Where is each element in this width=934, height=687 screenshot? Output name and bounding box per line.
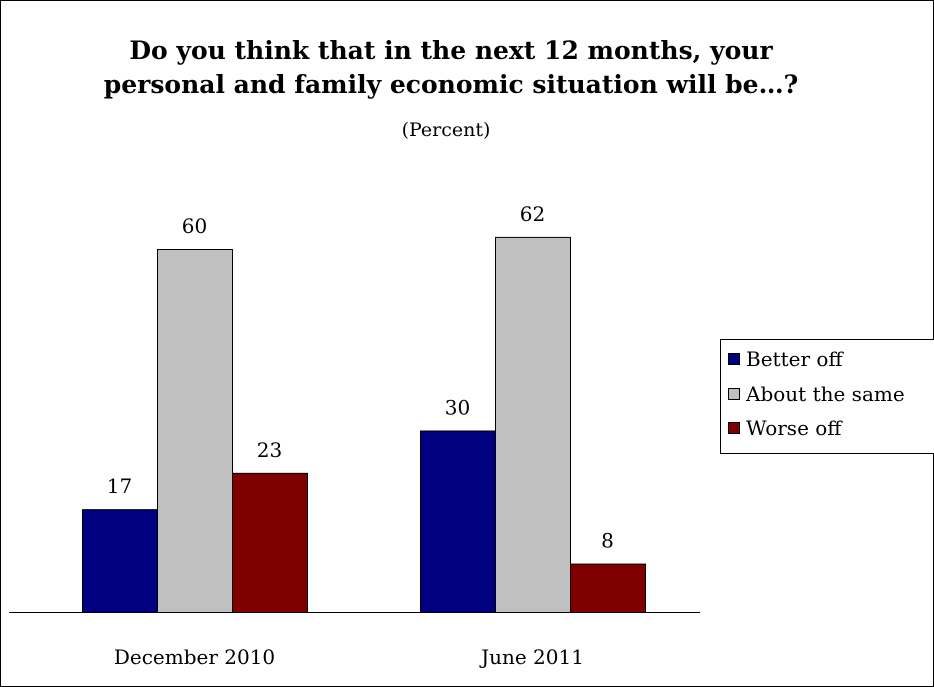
bar-about-the-same-december-2010 (157, 249, 233, 613)
category-label-june-2011: June 2011 (479, 645, 584, 669)
data-label-about-the-same-december-2010: 60 (182, 214, 207, 238)
legend-label-about-the-same: About the same (746, 382, 905, 406)
legend-swatch-about-the-same (728, 388, 740, 400)
data-label-better-off-june-2011: 30 (445, 396, 470, 420)
legend-label-better-off: Better off (746, 347, 843, 371)
chart-title: Do you think that in the next 12 months,… (61, 34, 841, 102)
data-label-worse-off-june-2011: 8 (601, 529, 614, 553)
bar-better-off-december-2010 (82, 509, 158, 613)
legend-swatch-better-off (728, 353, 740, 365)
legend-item-better-off: Better off (728, 344, 843, 374)
legend-swatch-worse-off (728, 422, 740, 434)
category-label-december-2010: December 2010 (114, 645, 275, 669)
chart-title-line-1: Do you think that in the next 12 months,… (129, 36, 773, 65)
bar-better-off-june-2011 (420, 430, 496, 613)
legend-item-worse-off: Worse off (728, 413, 842, 443)
chart-title-line-2: personal and family economic situation w… (103, 70, 799, 99)
legend-item-about-the-same: About the same (728, 379, 905, 409)
chart-subtitle: (Percent) (401, 119, 491, 141)
bar-about-the-same-june-2011 (495, 236, 571, 613)
data-label-worse-off-december-2010: 23 (257, 438, 282, 462)
bar-worse-off-december-2010 (232, 472, 308, 613)
data-label-better-off-december-2010: 17 (107, 474, 132, 498)
legend-label-worse-off: Worse off (746, 416, 842, 440)
data-label-about-the-same-june-2011: 62 (520, 202, 545, 226)
bar-worse-off-june-2011 (570, 563, 646, 613)
chart-legend: Better off About the same Worse off (720, 339, 934, 454)
